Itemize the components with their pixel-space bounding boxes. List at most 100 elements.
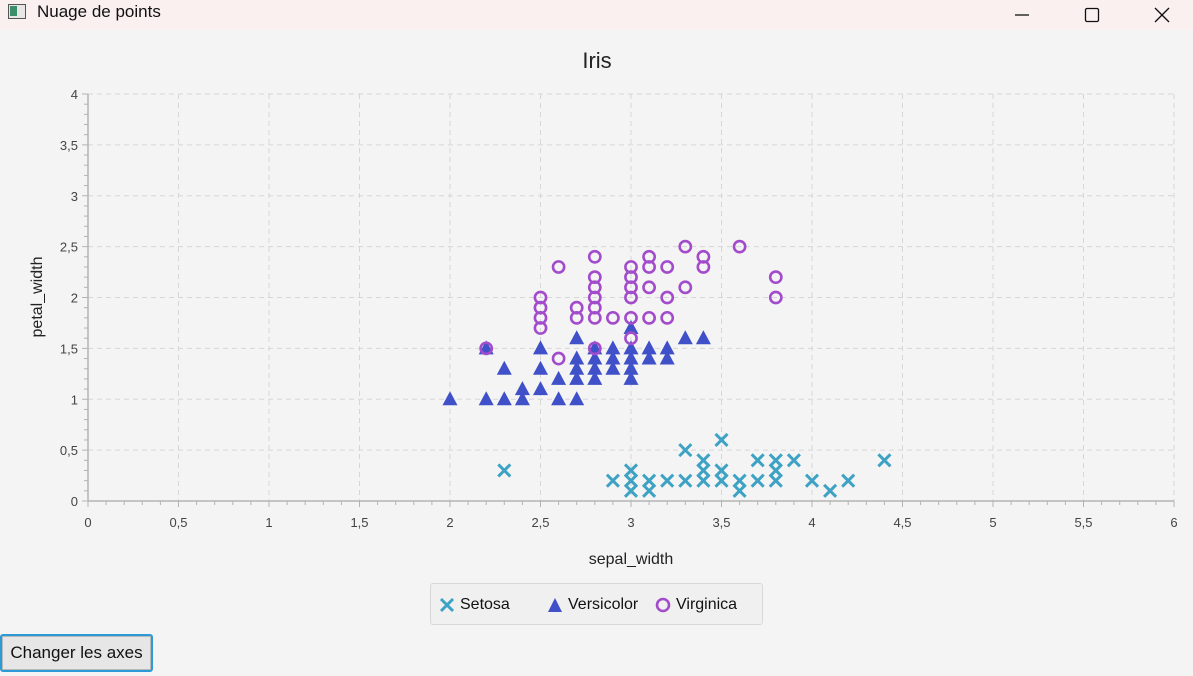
- y-tick-label: 4: [71, 87, 78, 102]
- data-point-versicolor: [695, 330, 711, 345]
- data-point-virginica: [606, 310, 620, 325]
- data-point-setosa: [732, 483, 747, 498]
- data-point-virginica: [660, 260, 675, 274]
- data-point-virginica: [768, 290, 783, 305]
- x-tick-label: 0,5: [169, 515, 187, 530]
- data-point-setosa: [841, 473, 856, 488]
- data-point-versicolor: [496, 391, 512, 406]
- data-point-versicolor: [677, 330, 693, 345]
- data-point-setosa: [696, 453, 711, 468]
- x-tick-label: 0: [84, 515, 91, 530]
- data-point-setosa: [877, 453, 892, 468]
- data-point-setosa: [605, 473, 620, 488]
- data-point-setosa: [804, 473, 820, 488]
- data-point-versicolor: [569, 370, 585, 385]
- y-tick-label: 0,5: [60, 443, 78, 458]
- x-tick-label: 3,5: [712, 515, 730, 530]
- data-point-versicolor: [514, 381, 530, 396]
- data-point-setosa: [623, 473, 639, 488]
- data-point-setosa: [750, 473, 765, 488]
- data-point-setosa: [768, 463, 783, 478]
- data-point-setosa: [678, 473, 693, 488]
- data-point-versicolor: [551, 370, 567, 385]
- data-point-virginica: [768, 270, 783, 285]
- data-point-versicolor: [569, 391, 585, 406]
- legend-item-virginica: Virginica: [655, 584, 737, 626]
- y-tick-label: 1: [71, 392, 78, 407]
- data-point-versicolor: [605, 340, 621, 355]
- data-point-setosa: [714, 432, 729, 448]
- circle-marker-icon: [655, 597, 671, 613]
- minimize-button[interactable]: [997, 0, 1047, 30]
- close-button[interactable]: [1137, 0, 1187, 30]
- data-point-versicolor: [659, 350, 675, 365]
- data-point-virginica: [642, 310, 656, 325]
- window-titlebar: Nuage de points: [0, 0, 1193, 30]
- data-point-versicolor: [623, 360, 639, 375]
- data-point-setosa: [732, 473, 747, 488]
- data-point-versicolor: [587, 370, 603, 385]
- data-point-versicolor: [623, 320, 639, 335]
- maximize-icon: [1084, 7, 1100, 23]
- data-point-setosa: [696, 473, 711, 488]
- data-point-setosa: [823, 483, 838, 498]
- data-point-setosa: [696, 463, 711, 478]
- app-icon: [8, 4, 26, 19]
- x-tick-label: 4: [808, 515, 815, 530]
- scatter-chart: 0 0,5 1 1,5 2 2,5 3 3,5 4 4,5 5 5,5 6 0 0,5 1 1,5 2 2,5 3 3,…: [29, 48, 1178, 568]
- data-point-setosa: [623, 463, 639, 478]
- data-point-versicolor: [514, 391, 530, 406]
- y-tick-label: 1,5: [60, 341, 78, 356]
- chart-grid: [88, 93, 1175, 501]
- data-point-virginica: [551, 351, 566, 366]
- data-point-versicolor: [587, 360, 603, 375]
- chart-axes: 0 0,5 1 1,5 2 2,5 3 3,5 4 4,5 5 5,5 6 0 0,5 1 1,5 2 2,5 3 3,…: [60, 87, 1178, 530]
- legend-label-virginica: Virginica: [676, 596, 738, 613]
- data-point-virginica: [660, 310, 675, 325]
- data-point-setosa: [714, 463, 729, 478]
- legend-label-versicolor: Versicolor: [568, 596, 639, 613]
- data-point-versicolor: [533, 360, 548, 375]
- data-point-virginica: [642, 280, 656, 295]
- data-point-virginica: [642, 249, 656, 264]
- maximize-button[interactable]: [1067, 0, 1117, 30]
- y-tick-label: 3: [71, 189, 78, 204]
- data-point-setosa: [714, 473, 729, 488]
- chart-title: Iris: [582, 48, 611, 73]
- data-point-virginica: [624, 331, 638, 346]
- data-point-versicolor: [623, 340, 639, 355]
- x-tick-label: 6: [1170, 515, 1177, 530]
- data-point-setosa: [786, 453, 801, 468]
- data-point-versicolor: [587, 350, 603, 365]
- data-point-versicolor: [478, 391, 494, 406]
- legend-label-setosa: Setosa: [460, 596, 510, 613]
- change-axes-button[interactable]: Changer les axes: [0, 634, 153, 672]
- data-point-versicolor: [442, 391, 458, 406]
- data-point-versicolor: [533, 381, 548, 396]
- data-point-setosa: [678, 443, 693, 458]
- x-tick-label: 2,5: [531, 515, 549, 530]
- data-point-versicolor: [551, 391, 567, 406]
- data-point-versicolor: [569, 360, 585, 375]
- data-point-virginica: [678, 239, 693, 254]
- data-point-virginica: [732, 239, 747, 254]
- data-point-virginica: [624, 310, 638, 325]
- data-point-versicolor: [569, 350, 585, 365]
- data-point-virginica: [660, 290, 675, 305]
- data-point-setosa: [497, 463, 512, 478]
- y-axis-label: petal_width: [29, 257, 46, 338]
- data-point-setosa: [768, 473, 783, 488]
- data-point-setosa: [642, 473, 657, 488]
- data-point-versicolor: [623, 370, 639, 385]
- minimize-icon: [1015, 14, 1029, 16]
- window-title: Nuage de points: [37, 2, 161, 21]
- y-tick-label: 3,5: [60, 138, 78, 153]
- legend-item-versicolor: Versicolor: [547, 584, 638, 626]
- data-point-versicolor: [605, 360, 621, 375]
- x-marker-icon: [439, 597, 455, 613]
- data-point-virginica: [551, 260, 566, 274]
- chart-points: [442, 239, 892, 498]
- data-point-virginica: [624, 260, 638, 274]
- data-point-setosa: [623, 483, 639, 498]
- data-point-virginica: [696, 249, 711, 264]
